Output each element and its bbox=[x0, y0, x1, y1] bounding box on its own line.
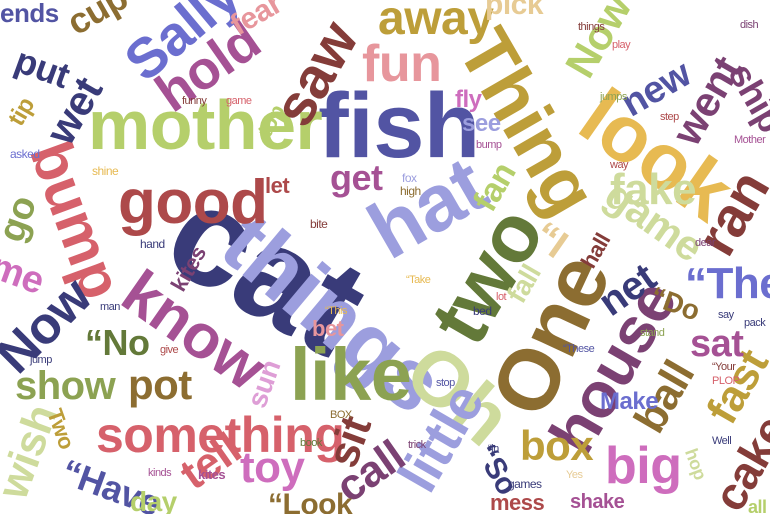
word-like: like bbox=[290, 333, 412, 416]
word-box-caps: BOX bbox=[330, 409, 352, 421]
word-toy: toy bbox=[240, 443, 305, 492]
word-stop: stop bbox=[436, 377, 455, 389]
word-give: give bbox=[160, 344, 179, 356]
word-lot: lot bbox=[496, 291, 507, 303]
word-fox: fox bbox=[402, 171, 417, 185]
word-these: “These bbox=[563, 343, 595, 355]
word-day: day bbox=[130, 486, 177, 514]
word-yes: Yes bbox=[566, 469, 583, 481]
word-well: Well bbox=[712, 435, 732, 447]
word-say: say bbox=[718, 309, 734, 321]
word-things-small: things bbox=[578, 21, 605, 33]
word-no: “No bbox=[85, 322, 150, 363]
word-mother-small: Mother bbox=[734, 134, 766, 146]
word-sat: sat bbox=[690, 323, 744, 365]
word-shine: shine bbox=[92, 164, 119, 178]
word-get: get bbox=[330, 157, 383, 198]
word-bet: bet bbox=[312, 316, 344, 341]
word-step: step bbox=[660, 111, 679, 123]
word-shake: shake bbox=[570, 491, 625, 513]
word-tip: tip bbox=[2, 92, 41, 131]
word-bed: bed bbox=[473, 304, 492, 318]
word-pot: pot bbox=[128, 361, 192, 408]
word-hop: hop bbox=[680, 445, 711, 483]
word-hand: hand bbox=[140, 237, 165, 251]
word-this: “This bbox=[325, 305, 347, 317]
word-games: games bbox=[508, 477, 542, 491]
word-the: “The bbox=[685, 259, 770, 308]
word-game-quote: game bbox=[226, 95, 252, 107]
word-show: show bbox=[15, 364, 116, 408]
word-make: Make bbox=[600, 388, 659, 415]
word-way: way bbox=[610, 159, 629, 171]
word-high: high bbox=[400, 184, 421, 198]
word-mother: mother bbox=[88, 86, 323, 164]
word-look-quote: “Look bbox=[268, 488, 353, 514]
word-pack: pack bbox=[744, 317, 766, 329]
word-big: big bbox=[605, 437, 682, 495]
word-kinds: kinds bbox=[148, 467, 172, 479]
word-pick: pick bbox=[485, 0, 544, 21]
word-trick: trick bbox=[408, 439, 426, 451]
word-bump-small: bump bbox=[476, 139, 502, 151]
word-let: let bbox=[265, 173, 290, 198]
word-fish: fish bbox=[318, 75, 480, 177]
word-all: all bbox=[748, 497, 767, 514]
word-asked: asked bbox=[10, 147, 40, 161]
word-in: “in bbox=[488, 443, 499, 455]
word-dish: dish bbox=[740, 19, 759, 31]
word-bite: bite bbox=[310, 217, 328, 231]
word-something: something bbox=[96, 407, 345, 463]
word-plop: PLOP bbox=[712, 375, 740, 387]
word-box: box bbox=[520, 422, 594, 469]
word-book: book bbox=[300, 437, 322, 449]
word-man: man bbox=[100, 301, 120, 313]
word-put: put bbox=[9, 38, 76, 97]
word-jump: jump bbox=[30, 354, 52, 366]
word-funny: funny bbox=[182, 95, 207, 107]
word-take: “Take bbox=[406, 274, 431, 286]
word-ends: ends bbox=[0, 0, 59, 28]
word-mess: mess bbox=[490, 490, 545, 514]
word-your: “Your bbox=[712, 361, 736, 373]
word-away: away bbox=[378, 0, 494, 45]
word-kites-2: kites bbox=[198, 467, 226, 482]
word-jumps: jumps bbox=[600, 91, 627, 103]
word-play: play bbox=[612, 39, 631, 51]
word-fun: fun bbox=[362, 35, 442, 93]
word-good: good bbox=[118, 168, 268, 237]
word-stand: stand bbox=[640, 327, 665, 339]
word-fake: fake bbox=[610, 165, 697, 214]
word-see: see bbox=[462, 110, 501, 137]
word-fly: fly bbox=[455, 86, 482, 113]
word-dear: dear bbox=[695, 237, 716, 249]
